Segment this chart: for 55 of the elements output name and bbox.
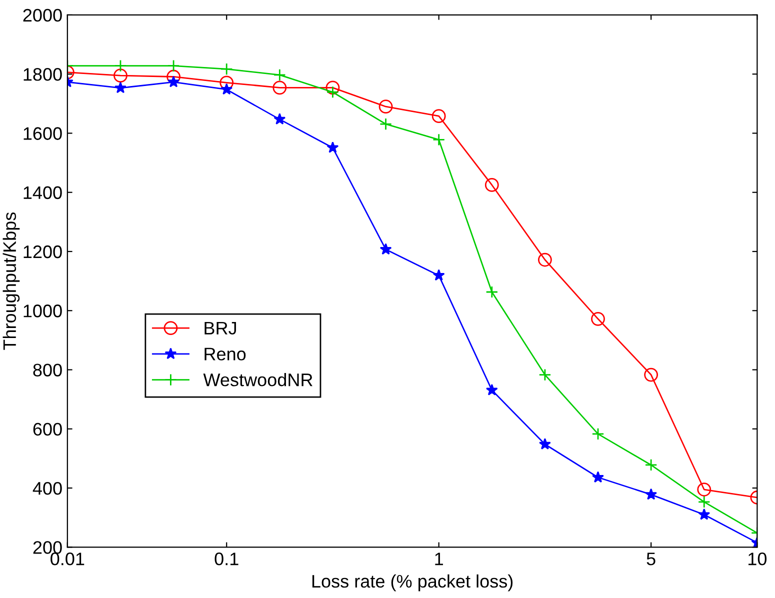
- point: [273, 68, 286, 82]
- point: [378, 100, 393, 114]
- point: [538, 438, 551, 450]
- point: [326, 141, 339, 153]
- point: [644, 368, 658, 382]
- y-tick-label: 400: [32, 482, 62, 495]
- point: [114, 60, 127, 72]
- y-tick-label: 1000: [24, 304, 62, 318]
- y-tick-label: 600: [33, 422, 62, 436]
- point: [432, 133, 446, 146]
- point: [538, 252, 552, 267]
- point: [698, 508, 710, 520]
- point: [326, 80, 340, 95]
- point: [697, 482, 712, 496]
- point: [698, 496, 710, 508]
- point: [274, 113, 286, 125]
- y-tick-label: 2000: [23, 8, 62, 22]
- x-tick-label: 0.1: [214, 552, 238, 566]
- point: [380, 118, 392, 130]
- legend-label: Reno: [204, 348, 246, 360]
- y-tick-label: 1800: [24, 68, 62, 81]
- y-tick-label: 1200: [24, 245, 62, 258]
- point: [166, 70, 180, 84]
- point: [432, 109, 446, 124]
- point: [644, 458, 658, 472]
- y-tick-label: 800: [33, 364, 62, 376]
- point: [168, 76, 180, 88]
- point: [486, 384, 498, 396]
- point: [538, 368, 552, 382]
- x-axis-title: Loss rate (% packet loss): [312, 574, 513, 592]
- legend-label: WestwoodNR: [203, 373, 312, 386]
- point: [114, 68, 128, 83]
- point: [645, 488, 658, 500]
- point: [484, 178, 499, 192]
- point: [432, 269, 445, 281]
- point: [380, 243, 392, 255]
- x-tick-label: 1: [435, 552, 443, 566]
- point: [486, 286, 498, 298]
- y-tick-label: 1600: [24, 127, 62, 140]
- point: [167, 60, 180, 72]
- point: [272, 80, 287, 95]
- x-tick-label: 5: [646, 552, 656, 566]
- y-tick-label: 1400: [24, 186, 62, 200]
- point: [114, 82, 126, 94]
- x-tick-label: 10: [748, 552, 767, 566]
- point: [592, 471, 604, 483]
- point: [220, 62, 233, 76]
- point: [220, 83, 233, 95]
- x-tick-label: 0.01: [50, 552, 84, 566]
- point: [592, 428, 604, 440]
- y-tick-label: 200: [33, 541, 62, 554]
- legend-label: BRJ: [204, 322, 236, 335]
- point: [326, 86, 339, 98]
- point: [591, 312, 605, 326]
- y-axis-title: Throughput/Kbps: [2, 212, 20, 350]
